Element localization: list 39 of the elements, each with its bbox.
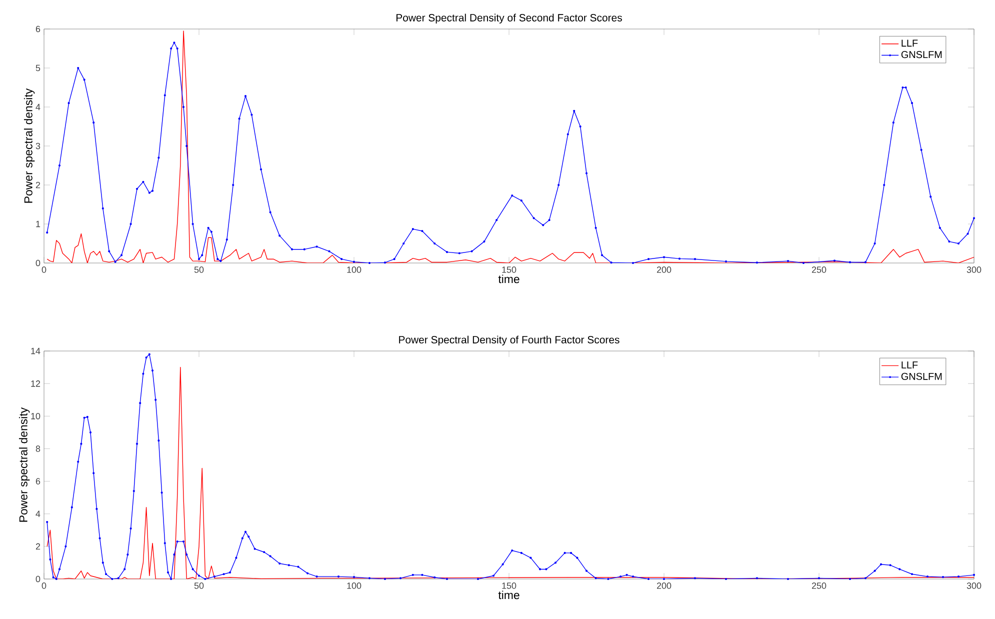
x-tick-label: 100 xyxy=(347,266,362,273)
y-tick-label: 3 xyxy=(36,142,40,150)
x-tick-label: 300 xyxy=(966,266,982,273)
y-tick-label: 2 xyxy=(36,182,40,188)
x-tick-label: 0 xyxy=(42,266,46,273)
y-axis-title: Power spectral density xyxy=(18,407,30,522)
chart-title: Power Spectral Density of Fourth Factor Scores xyxy=(399,336,620,346)
y-tick-label: 4 xyxy=(36,510,40,517)
x-tick-label: 200 xyxy=(656,582,672,589)
y-axis-title: Power spectral density xyxy=(24,88,35,203)
y-tick-label: 6 xyxy=(36,26,40,32)
y-tick-label: 8 xyxy=(36,446,40,452)
x-tick-label: 150 xyxy=(502,266,516,273)
y-tick-label: 4 xyxy=(36,104,40,110)
y-tick-label: 12 xyxy=(31,380,40,387)
x-tick-label: 150 xyxy=(502,582,516,589)
y-tick-label: 2 xyxy=(36,543,40,550)
x-tick-label: 300 xyxy=(966,582,982,589)
x-tick-label: 50 xyxy=(194,266,204,273)
y-tick-label: 0 xyxy=(36,260,40,266)
legend-label: GNSLFM xyxy=(901,372,942,380)
x-tick-label: 0 xyxy=(42,582,46,589)
x-tick-label: 250 xyxy=(812,582,826,589)
y-tick-label: 14 xyxy=(31,348,40,354)
legend-label: LLF xyxy=(902,362,918,368)
x-tick-label: 100 xyxy=(347,582,362,589)
x-axis-title: time xyxy=(498,590,520,600)
x-tick-label: 200 xyxy=(656,266,672,273)
y-tick-label: 1 xyxy=(36,220,40,228)
chart-title: Power Spectral Density of Second Factor Scores xyxy=(396,14,622,24)
legend-label: LLF xyxy=(902,40,918,47)
y-tick-label: 10 xyxy=(31,412,40,420)
y-tick-label: 5 xyxy=(36,64,40,72)
y-tick-label: 0 xyxy=(36,576,40,582)
x-tick-label: 50 xyxy=(194,582,204,589)
x-axis-title: time xyxy=(498,274,520,284)
y-tick-label: 6 xyxy=(36,478,40,484)
x-tick-label: 250 xyxy=(812,266,826,273)
legend-label: GNSLFM xyxy=(901,51,942,58)
